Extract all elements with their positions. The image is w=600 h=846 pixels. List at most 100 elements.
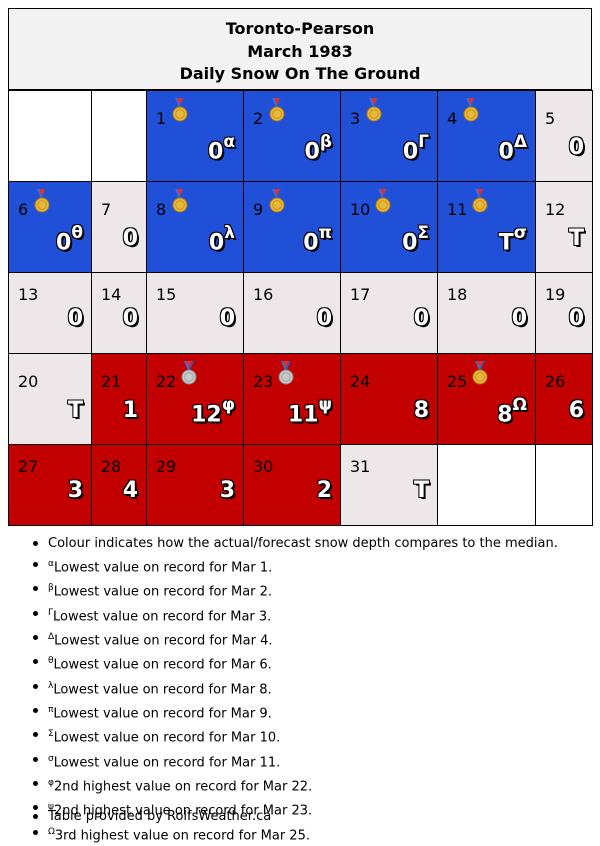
- snow-depth-number: 2: [316, 478, 332, 503]
- day-number: 22: [156, 372, 177, 391]
- snow-depth-number: 0: [511, 306, 527, 331]
- day-number: 8: [156, 200, 167, 219]
- snow-depth-value: 0Δ: [499, 132, 527, 164]
- gold-medal-icon: [170, 98, 190, 122]
- snow-depth-value: 11ψ: [288, 395, 332, 427]
- day-cell: 14 0: [91, 272, 147, 354]
- snow-depth-number: 0: [303, 230, 319, 256]
- day-cell: 3 0Γ: [340, 90, 438, 182]
- snow-depth-value: 3: [68, 478, 83, 503]
- snow-depth-number: T: [498, 230, 514, 256]
- snow-depth-number: 12: [191, 402, 222, 428]
- day-number: 25: [447, 372, 468, 391]
- day-number: 12: [545, 200, 566, 219]
- day-number: 24: [350, 372, 371, 391]
- snow-depth-number: 0: [122, 306, 138, 331]
- footnote-text: 3rd highest value on record for Mar 25.: [54, 827, 310, 843]
- footnote-item: βLowest value on record for Mar 2.: [33, 578, 600, 602]
- footnote-marker: π: [48, 704, 54, 715]
- day-cell: 30 2: [243, 444, 341, 526]
- day-number: 13: [18, 285, 39, 304]
- calendar-week-row: 13 0 14 0 15 0 16 0 17 0 18 0 19 0: [8, 272, 593, 354]
- day-number: 20: [18, 372, 39, 391]
- day-number: 11: [447, 200, 468, 219]
- day-number: 3: [350, 109, 361, 128]
- snow-depth-value: T: [414, 478, 429, 503]
- snow-depth-value: 0λ: [209, 223, 235, 255]
- footnote-text: Lowest value on record for Mar 8.: [53, 681, 272, 697]
- footnote-item: πLowest value on record for Mar 9.: [33, 700, 600, 724]
- day-cell: 27 3: [8, 444, 92, 526]
- day-number: 1: [156, 109, 167, 128]
- day-cell: 20 T: [8, 353, 92, 445]
- calendar-week-row: 27 3 28 4 29 3 30 2 31 T: [8, 444, 593, 526]
- day-number: 30: [253, 457, 274, 476]
- record-marker: Ω: [512, 395, 527, 415]
- footnote-text: Lowest value on record for Mar 9.: [53, 706, 272, 722]
- record-marker: β: [319, 132, 332, 152]
- snow-depth-value: 12φ: [191, 395, 235, 428]
- footnote-item: Colour indicates how the actual/forecast…: [33, 533, 600, 554]
- snow-depth-number: 0: [219, 306, 235, 331]
- empty-day-cell: [91, 90, 147, 182]
- snow-depth-number: T: [67, 398, 83, 423]
- snow-depth-number: 0: [402, 139, 419, 165]
- snow-depth-number: 0: [413, 306, 429, 331]
- metric-title: Daily Snow On The Ground: [179, 64, 421, 83]
- day-number: 26: [545, 372, 566, 391]
- silver-medal-icon: [179, 361, 199, 385]
- footnote-marker: Γ: [48, 607, 54, 618]
- footnote-item: ΔLowest value on record for Mar 4.: [33, 627, 600, 651]
- snow-depth-value: 0Σ: [402, 223, 429, 255]
- footnote-marker: β: [48, 583, 54, 594]
- day-number: 5: [545, 109, 556, 128]
- snow-depth-value: 6: [569, 398, 584, 423]
- footnote-text: Lowest value on record for Mar 2.: [53, 584, 273, 600]
- footnote-marker: σ: [48, 753, 54, 764]
- gold-medal-icon: [470, 189, 490, 213]
- snow-depth-number: 0: [67, 306, 83, 331]
- snow-depth-value: T: [68, 398, 83, 423]
- footnote-item: ψ2nd highest value on record for Mar 23.: [33, 797, 600, 821]
- day-cell: 13 0: [8, 272, 92, 354]
- snow-depth-number: 4: [122, 478, 138, 503]
- station-title: Toronto-Pearson: [225, 19, 375, 38]
- day-number: 6: [18, 200, 29, 219]
- snow-depth-number: 0: [122, 226, 138, 251]
- footnote-marker: Ω: [48, 826, 55, 837]
- day-cell: 9 0π: [243, 181, 341, 273]
- gold-medal-icon: [170, 189, 190, 213]
- day-cell: 1 0α: [146, 90, 244, 182]
- day-number: 28: [101, 457, 122, 476]
- snow-depth-value: 1: [123, 398, 138, 423]
- footnote-marker: θ: [48, 656, 54, 667]
- day-number: 7: [101, 200, 112, 219]
- day-number: 16: [253, 285, 274, 304]
- day-number: 23: [253, 372, 274, 391]
- footnote-marker: φ: [48, 777, 54, 788]
- snow-depth-value: 8: [414, 398, 429, 423]
- footnote-text: Lowest value on record for Mar 1.: [53, 560, 273, 576]
- day-cell: 25 8Ω: [437, 353, 536, 445]
- footnote-marker: λ: [48, 680, 54, 691]
- snow-depth-value: 3: [220, 478, 235, 503]
- snow-depth-value: 0: [569, 135, 584, 160]
- day-cell: 11 Tσ: [437, 181, 536, 273]
- record-marker: α: [223, 132, 235, 152]
- day-number: 14: [101, 285, 122, 304]
- day-number: 15: [156, 285, 177, 304]
- snow-depth-value: 0: [414, 306, 429, 331]
- snow-depth-value: 8Ω: [497, 395, 527, 427]
- footnote-text: Lowest value on record for Mar 6.: [53, 657, 272, 673]
- table-credit: Table provided by RolfsWeather.ca: [32, 806, 271, 827]
- footnote-marker: Σ: [48, 729, 54, 740]
- footnote-item: λLowest value on record for Mar 8.: [33, 676, 600, 700]
- snow-depth-value: 0: [512, 306, 527, 331]
- record-marker: Σ: [417, 223, 429, 243]
- day-number: 10: [350, 200, 371, 219]
- snow-depth-value: 4: [123, 478, 138, 503]
- footnote-text: Lowest value on record for Mar 4.: [54, 633, 273, 649]
- day-cell: 28 4: [91, 444, 147, 526]
- gold-medal-icon: [267, 98, 287, 122]
- snow-depth-value: 0: [220, 306, 235, 331]
